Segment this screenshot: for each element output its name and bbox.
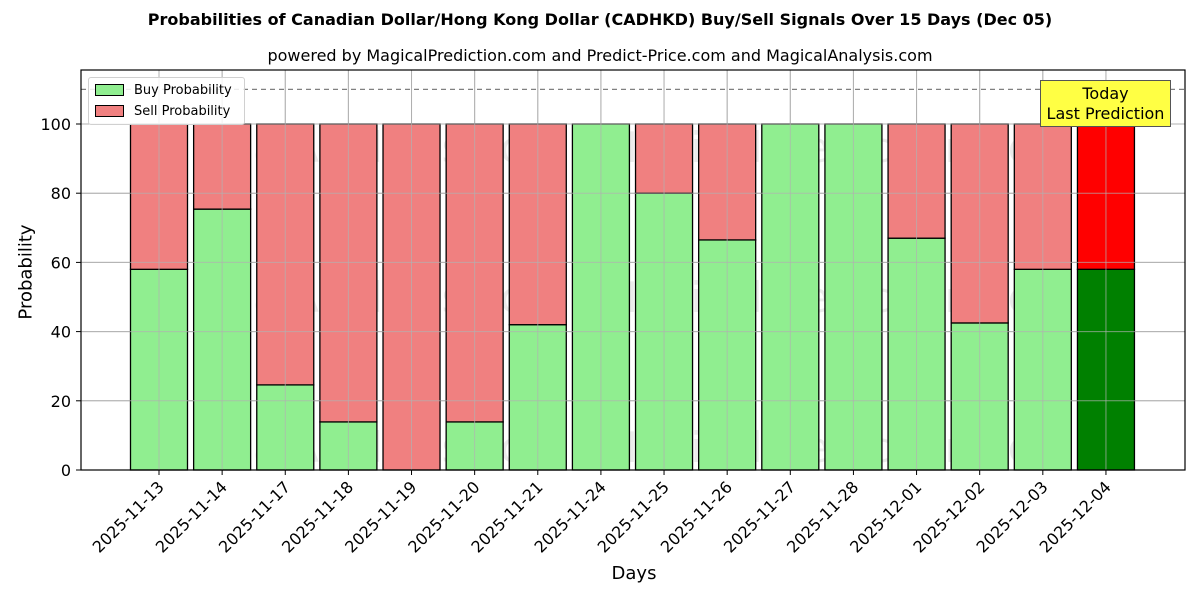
today-annotation: Today Last Prediction bbox=[1040, 80, 1171, 127]
y-tick-label: 0 bbox=[61, 461, 71, 480]
plot-frame bbox=[80, 69, 1186, 471]
y-tick-label: 80 bbox=[51, 184, 71, 203]
annotation-line-2: Last Prediction bbox=[1046, 104, 1165, 123]
y-tick-label: 60 bbox=[51, 253, 71, 272]
y-tick-label: 20 bbox=[51, 392, 71, 411]
y-axis-label: Probability bbox=[15, 224, 37, 320]
legend: Buy Probability Sell Probability bbox=[88, 77, 245, 125]
annotation-line-1: Today bbox=[1082, 84, 1129, 103]
legend-sell-label: Sell Probability bbox=[134, 103, 231, 119]
bars-layer bbox=[81, 70, 1185, 471]
y-tick-label: 40 bbox=[51, 323, 71, 342]
chart-title: Probabilities of Canadian Dollar/Hong Ko… bbox=[147, 10, 1053, 29]
legend-item-buy: Buy Probability bbox=[95, 81, 232, 99]
buy-swatch bbox=[95, 84, 124, 96]
legend-buy-label: Buy Probability bbox=[134, 82, 232, 98]
y-tick-label: 100 bbox=[40, 115, 71, 134]
x-axis-label: Days bbox=[611, 563, 657, 584]
sell-swatch bbox=[95, 105, 124, 117]
chart-subtitle: powered by MagicalPrediction.com and Pre… bbox=[267, 46, 933, 65]
legend-item-sell: Sell Probability bbox=[95, 102, 230, 120]
